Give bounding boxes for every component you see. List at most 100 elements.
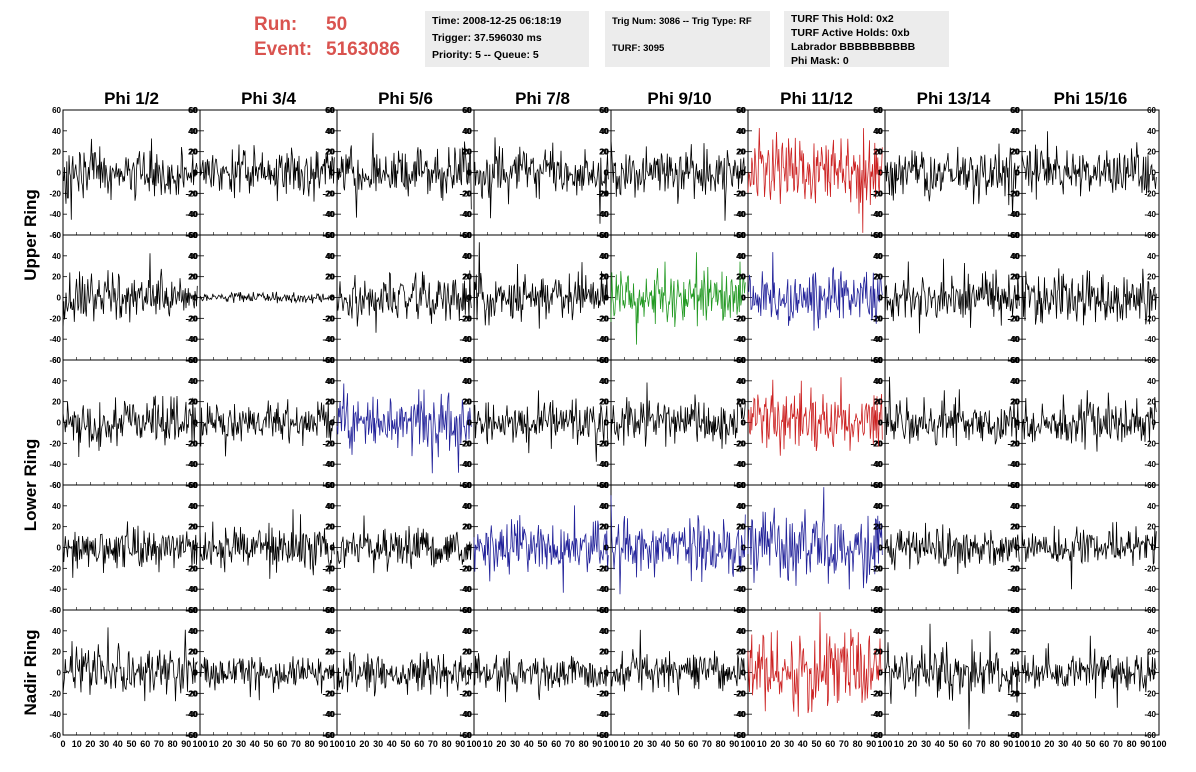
x-tick-label: 80 [853, 739, 863, 749]
y-tick-label: 60 [325, 106, 334, 115]
y-tick-label: -40 [460, 585, 472, 594]
y-tick-label: 20 [1011, 523, 1020, 532]
waveform-trace [336, 515, 472, 574]
y-tick-label: -40 [1007, 460, 1019, 469]
x-tick-label: 50 [263, 739, 273, 749]
y-tick-label: 60 [325, 231, 334, 240]
y-tick-label: 40 [463, 627, 472, 636]
waveform-trace [1021, 131, 1157, 200]
x-tick-label: 100 [603, 739, 618, 749]
y-tick-label: -20 [460, 189, 472, 198]
x-tick-label: 90 [318, 739, 328, 749]
y-tick-label: -20 [734, 689, 746, 698]
y-tick-label: 20 [599, 148, 608, 157]
y-tick-label: -20 [185, 314, 197, 323]
y-tick-label: 40 [52, 502, 61, 511]
y-tick-label: -20 [870, 689, 882, 698]
y-tick-label: 20 [736, 273, 745, 282]
x-tick-label: 70 [1113, 739, 1123, 749]
y-tick-label: 20 [1147, 523, 1156, 532]
y-tick-label: 60 [599, 606, 608, 615]
y-tick-label: -40 [870, 710, 882, 719]
y-tick-label: 40 [462, 127, 471, 136]
y-tick-label: 40 [463, 127, 472, 136]
y-tick-label: 20 [463, 273, 472, 282]
y-tick-label: 20 [737, 398, 746, 407]
x-tick-label: 90 [455, 739, 465, 749]
y-tick-label: -40 [597, 335, 609, 344]
waveform-trace [336, 132, 472, 218]
waveform-trace [884, 376, 1020, 447]
x-tick-label: 80 [1127, 739, 1137, 749]
y-tick-label: -20 [49, 314, 61, 323]
y-tick-label: 20 [736, 398, 745, 407]
y-tick-label: 60 [52, 356, 61, 365]
column-header: Phi 3/4 [241, 89, 296, 108]
waveform-trace [747, 487, 883, 590]
turf-text: TURF: 3095 [612, 43, 665, 54]
y-tick-label: 0 [1016, 544, 1021, 553]
x-tick-label: 20 [770, 739, 780, 749]
y-tick-label: 20 [325, 523, 334, 532]
y-tick-label: 0 [605, 544, 610, 553]
y-tick-label: 20 [874, 273, 883, 282]
y-tick-label: 20 [736, 648, 745, 657]
waveform-trace [199, 291, 335, 304]
y-tick-label: 0 [878, 544, 883, 553]
x-tick-label: 50 [948, 739, 958, 749]
y-tick-label: 0 [605, 169, 610, 178]
y-tick-label: 60 [600, 356, 609, 365]
y-tick-label: 60 [736, 106, 745, 115]
y-tick-label: 20 [1010, 398, 1019, 407]
y-tick-label: -20 [1008, 689, 1020, 698]
y-tick-label: -40 [596, 460, 608, 469]
y-tick-label: 20 [1147, 398, 1156, 407]
y-tick-label: 20 [1011, 648, 1020, 657]
y-tick-label: 0 [468, 419, 473, 428]
y-tick-label: -20 [597, 189, 609, 198]
y-tick-label: 60 [737, 231, 746, 240]
ring-label: Nadir Ring [21, 630, 40, 716]
y-tick-label: 60 [874, 106, 883, 115]
y-tick-label: -40 [597, 585, 609, 594]
y-tick-label: 60 [736, 481, 745, 490]
y-tick-label: 40 [873, 127, 882, 136]
phi-mask-text: Phi Mask: 0 [791, 55, 849, 67]
x-tick-label: 70 [839, 739, 849, 749]
y-tick-label: 0 [330, 669, 335, 678]
y-tick-label: 40 [325, 627, 334, 636]
y-tick-label: -20 [733, 689, 745, 698]
y-tick-label: -40 [733, 710, 745, 719]
y-tick-label: 0 [331, 419, 336, 428]
y-tick-label: 60 [599, 481, 608, 490]
y-tick-label: 40 [737, 252, 746, 261]
y-tick-label: 20 [463, 523, 472, 532]
y-tick-label: 60 [326, 231, 335, 240]
labrador-text: Labrador BBBBBBBBBB [791, 41, 916, 53]
y-tick-label: 40 [462, 627, 471, 636]
y-tick-label: -40 [323, 585, 335, 594]
y-tick-label: 20 [189, 398, 198, 407]
y-tick-label: -40 [323, 335, 335, 344]
y-tick-label: 40 [874, 627, 883, 636]
column-header: Phi 9/10 [647, 89, 711, 108]
y-tick-label: 60 [462, 606, 471, 615]
y-tick-label: -40 [1008, 710, 1020, 719]
x-tick-label: 70 [428, 739, 438, 749]
run-event-header: Run: 50 Event: 5163086 [254, 12, 400, 62]
turf-this-hold-text: TURF This Hold: 0x2 [791, 13, 894, 25]
y-tick-label: 0 [331, 544, 336, 553]
y-tick-label: 60 [188, 481, 197, 490]
y-tick-label: 60 [1011, 356, 1020, 365]
y-tick-label: -60 [49, 606, 61, 615]
y-tick-label: -20 [49, 564, 61, 573]
